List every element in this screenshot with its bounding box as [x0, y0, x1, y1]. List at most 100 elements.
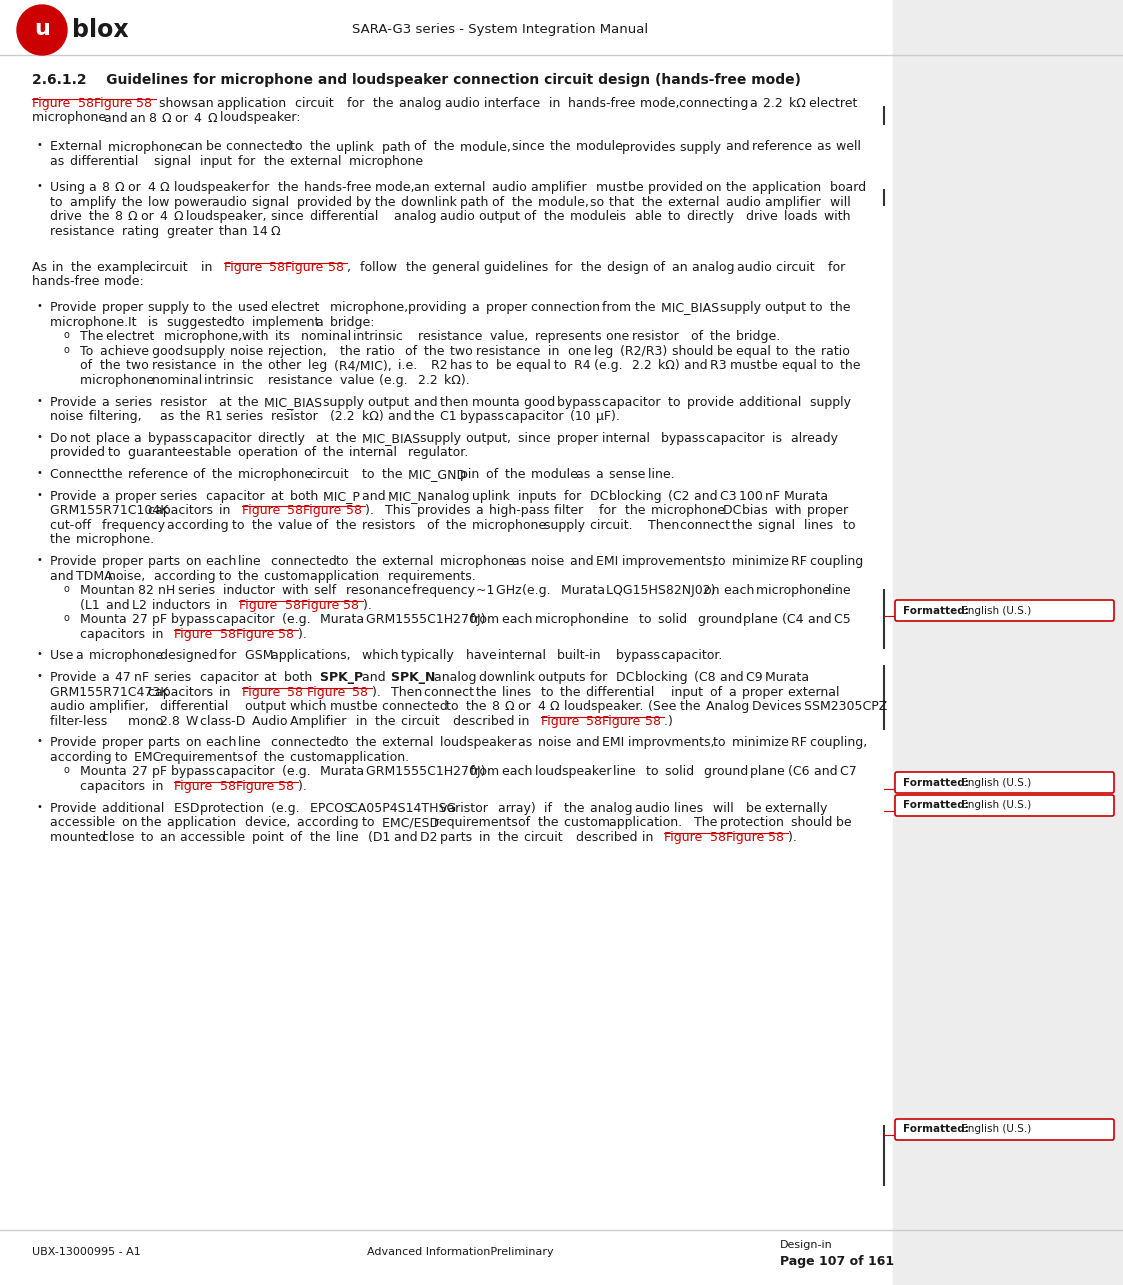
Text: blox: blox: [72, 18, 129, 42]
Text: and: and: [814, 766, 842, 779]
Text: minimize: minimize: [732, 736, 793, 749]
Text: the: the: [582, 261, 605, 274]
Text: Ω: Ω: [161, 181, 174, 194]
Text: for: for: [564, 490, 585, 502]
Text: provided: provided: [648, 181, 707, 194]
Text: GRM1555C1H270J): GRM1555C1H270J): [366, 766, 490, 779]
Text: to: to: [232, 519, 248, 532]
Text: 4: 4: [147, 181, 159, 194]
Text: microphone: microphone: [473, 519, 550, 532]
Text: downlink: downlink: [480, 671, 539, 684]
Text: be: be: [206, 140, 226, 153]
Text: 58Figure: 58Figure: [270, 261, 328, 274]
Text: ESD: ESD: [173, 802, 203, 815]
Text: requirements: requirements: [161, 750, 248, 765]
Text: since: since: [511, 140, 548, 153]
Text: outputs: outputs: [538, 671, 588, 684]
Text: output: output: [765, 302, 810, 315]
Text: microphone: microphone: [756, 585, 834, 598]
Text: a: a: [729, 686, 741, 699]
Text: the: the: [511, 195, 536, 208]
Text: resistor: resistor: [161, 396, 211, 409]
Text: filter: filter: [554, 505, 587, 518]
Text: both: both: [291, 490, 322, 502]
Text: resistor: resistor: [632, 330, 683, 343]
Text: the: the: [641, 195, 666, 208]
Text: value: value: [277, 519, 316, 532]
Text: Ω: Ω: [505, 700, 519, 713]
Text: in: in: [217, 599, 231, 612]
Text: 4: 4: [538, 700, 549, 713]
Text: of: of: [317, 519, 332, 532]
Text: audio: audio: [440, 211, 478, 224]
Text: and: and: [694, 490, 721, 502]
Text: to: to: [555, 360, 570, 373]
Text: EMC/ESD: EMC/ESD: [382, 816, 442, 829]
Text: the: the: [476, 686, 500, 699]
Text: 58: 58: [279, 780, 299, 793]
Text: the: the: [382, 468, 407, 481]
Text: bypass: bypass: [557, 396, 605, 409]
Text: line: line: [336, 830, 363, 844]
Text: 58: 58: [346, 505, 366, 518]
Text: intrinsic: intrinsic: [203, 374, 257, 387]
Text: resistance: resistance: [152, 360, 220, 373]
Text: external: external: [382, 736, 437, 749]
Text: filter-less: filter-less: [51, 714, 111, 727]
Text: supply: supply: [681, 140, 725, 153]
Text: 4: 4: [161, 211, 172, 224]
Text: C1: C1: [440, 410, 460, 423]
Text: equal: equal: [515, 360, 555, 373]
Text: the: the: [550, 140, 575, 153]
Text: 58Figure: 58Figure: [710, 830, 768, 844]
Text: with: with: [823, 211, 853, 224]
Text: Ω: Ω: [162, 112, 175, 125]
Text: a: a: [511, 396, 523, 409]
Text: in: in: [356, 714, 371, 727]
Text: according: according: [296, 816, 363, 829]
Text: (D1: (D1: [368, 830, 395, 844]
Text: connected: connected: [271, 736, 340, 749]
Text: resistance: resistance: [51, 225, 118, 238]
Text: of: of: [405, 344, 421, 359]
Text: each: each: [502, 766, 537, 779]
Text: Then: Then: [648, 519, 683, 532]
Text: and: and: [576, 736, 604, 749]
Text: a: a: [750, 96, 763, 111]
Text: (C4: (C4: [782, 613, 807, 626]
Text: on: on: [706, 181, 725, 194]
Text: Formatted:: Formatted:: [903, 605, 969, 616]
Text: external: external: [787, 686, 843, 699]
Text: cut-off: cut-off: [51, 519, 95, 532]
Text: ).: ).: [363, 599, 375, 612]
Text: kΩ: kΩ: [789, 96, 810, 111]
Text: The: The: [80, 330, 108, 343]
Text: Devices: Devices: [752, 700, 805, 713]
Text: 2.8: 2.8: [161, 714, 184, 727]
Text: application: application: [167, 816, 240, 829]
Text: value,: value,: [490, 330, 532, 343]
Text: board: board: [830, 181, 870, 194]
Text: circuit: circuit: [401, 714, 444, 727]
Text: the: the: [277, 181, 302, 194]
Text: Use: Use: [51, 649, 77, 663]
Text: amplify: amplify: [70, 195, 120, 208]
Text: the: the: [795, 344, 820, 359]
Text: EMC: EMC: [135, 750, 166, 765]
Text: o: o: [64, 613, 70, 623]
Text: on: on: [121, 816, 141, 829]
Text: analog: analog: [433, 671, 480, 684]
Text: varistor: varistor: [440, 802, 492, 815]
Text: Mount: Mount: [80, 766, 124, 779]
Text: each: each: [206, 736, 240, 749]
Text: differential: differential: [161, 700, 232, 713]
Text: 58: 58: [287, 686, 308, 699]
Text: custom: custom: [564, 816, 613, 829]
Text: lines: lines: [804, 519, 837, 532]
Text: microphone: microphone: [535, 613, 613, 626]
Text: application: application: [752, 181, 825, 194]
Text: a: a: [76, 649, 88, 663]
Text: an: an: [414, 181, 433, 194]
Text: both: both: [284, 671, 317, 684]
Text: •: •: [36, 181, 42, 191]
